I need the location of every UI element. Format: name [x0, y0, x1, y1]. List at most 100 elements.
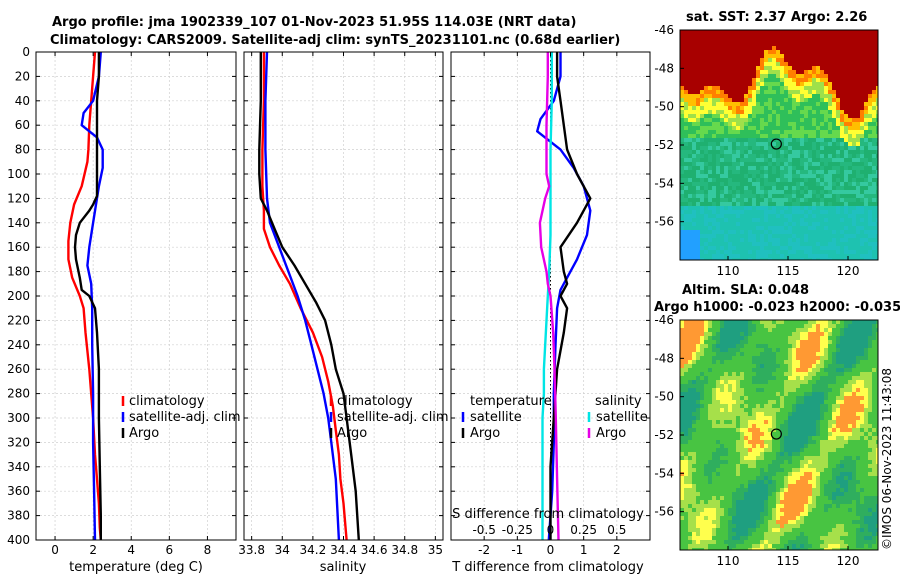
sla-heatmap-cell [816, 372, 821, 377]
sla-heatmap-cell [680, 468, 685, 473]
sst-heatmap-cell [780, 198, 785, 203]
sla-heatmap-cell [728, 440, 733, 445]
sst-heatmap-cell [812, 194, 817, 199]
sla-heatmap-cell [824, 336, 829, 341]
sla-heatmap-cell [812, 436, 817, 441]
sst-heatmap-cell [708, 218, 713, 223]
sst-heatmap-cell [764, 242, 769, 247]
sst-heatmap-cell [836, 86, 841, 91]
sla-heatmap-cell [856, 360, 861, 365]
sst-heatmap-cell [704, 66, 709, 71]
sst-heatmap-cell [808, 34, 813, 39]
sla-heatmap-cell [808, 368, 813, 373]
sla-heatmap-cell [680, 408, 685, 413]
sst-heatmap-cell [808, 110, 813, 115]
sst-heatmap-cell [728, 162, 733, 167]
sst-heatmap-cell [796, 198, 801, 203]
sla-heatmap-cell [816, 408, 821, 413]
sla-heatmap-cell [804, 388, 809, 393]
sst-heatmap-cell [692, 90, 697, 95]
sst-heatmap-cell [796, 78, 801, 83]
sla-heatmap-cell [820, 412, 825, 417]
sst-heatmap-cell [808, 226, 813, 231]
sla-heatmap-cell [724, 476, 729, 481]
sst-heatmap-cell [760, 114, 765, 119]
sst-heatmap-cell [800, 230, 805, 235]
sla-heatmap-cell [800, 388, 805, 393]
sst-heatmap-cell [780, 190, 785, 195]
sst-heatmap-cell [748, 150, 753, 155]
sla-heatmap-cell [684, 344, 689, 349]
sla-heatmap-cell [720, 384, 725, 389]
sst-heatmap-cell [852, 158, 857, 163]
sst-heatmap-cell [864, 150, 869, 155]
sla-heatmap-cell [876, 476, 878, 481]
sla-heatmap-cell [872, 324, 877, 329]
sst-heatmap-cell [764, 134, 769, 139]
sst-heatmap-cell [840, 66, 845, 71]
sla-heatmap-cell [792, 468, 797, 473]
sla-heatmap-cell [680, 376, 685, 381]
sla-heatmap-cell [720, 404, 725, 409]
sla-heatmap-cell [816, 396, 821, 401]
sla-heatmap-cell [852, 336, 857, 341]
sst-heatmap-cell [828, 238, 833, 243]
sst-heatmap-cell [876, 86, 878, 91]
sla-heatmap-cell [712, 396, 717, 401]
sst-heatmap-cell [768, 210, 773, 215]
sla-heatmap-cell [780, 344, 785, 349]
sst-heatmap-cell [764, 182, 769, 187]
sla-heatmap-cell [780, 452, 785, 457]
sst-heatmap-cell [844, 34, 849, 39]
sst-heatmap-cell [708, 134, 713, 139]
sst-heatmap-cell [840, 122, 845, 127]
sst-heatmap-cell [836, 206, 841, 211]
sla-heatmap-cell [688, 460, 693, 465]
sst-heatmap-cell [720, 50, 725, 55]
sst-heatmap-cell [784, 222, 789, 227]
sla-heatmap-cell [720, 452, 725, 457]
sla-heatmap-cell [772, 460, 777, 465]
sla-heatmap-cell [768, 340, 773, 345]
sla-heatmap-cell [836, 368, 841, 373]
sst-heatmap-cell [772, 178, 777, 183]
sla-heatmap-cell [860, 416, 865, 421]
sst-heatmap-cell [804, 70, 809, 75]
sst-heatmap-cell [796, 138, 801, 143]
sla-heatmap-cell [728, 328, 733, 333]
sla-heatmap-cell [748, 444, 753, 449]
sst-heatmap-cell [732, 66, 737, 71]
sla-heatmap-cell [700, 328, 705, 333]
sst-heatmap-cell [772, 222, 777, 227]
sst-heatmap-cell [764, 30, 769, 35]
sst-heatmap-cell [700, 90, 705, 95]
sst-heatmap-cell [728, 30, 733, 35]
sla-heatmap-cell [784, 344, 789, 349]
sla-heatmap-cell [864, 432, 869, 437]
sla-heatmap-cell [752, 408, 757, 413]
sst-heatmap-cell [796, 46, 801, 51]
sla-heatmap-cell [744, 448, 749, 453]
sst-heatmap-cell [772, 190, 777, 195]
sst-heatmap-cell [840, 146, 845, 151]
sst-heatmap-cell [864, 254, 869, 259]
sla-heatmap-cell [864, 452, 869, 457]
sla-heatmap-cell [688, 436, 693, 441]
sst-heatmap-cell [784, 58, 789, 63]
sst-heatmap-cell [796, 94, 801, 99]
sst-heatmap-cell [868, 54, 873, 59]
sst-heatmap-cell [828, 234, 833, 239]
sst-heatmap-cell [824, 166, 829, 171]
sst-heatmap-cell [708, 158, 713, 163]
sla-heatmap-cell [724, 360, 729, 365]
sla-heatmap-cell [776, 348, 781, 353]
sla-heatmap-cell [856, 356, 861, 361]
sla-heatmap-cell [744, 384, 749, 389]
sst-heatmap-cell [808, 174, 813, 179]
sst-heatmap-cell [792, 230, 797, 235]
sst-heatmap-cell [784, 106, 789, 111]
sst-heatmap-cell [820, 46, 825, 51]
sla-heatmap-cell [860, 336, 865, 341]
sst-heatmap-cell [848, 254, 853, 259]
sst-heatmap-cell [692, 86, 697, 91]
